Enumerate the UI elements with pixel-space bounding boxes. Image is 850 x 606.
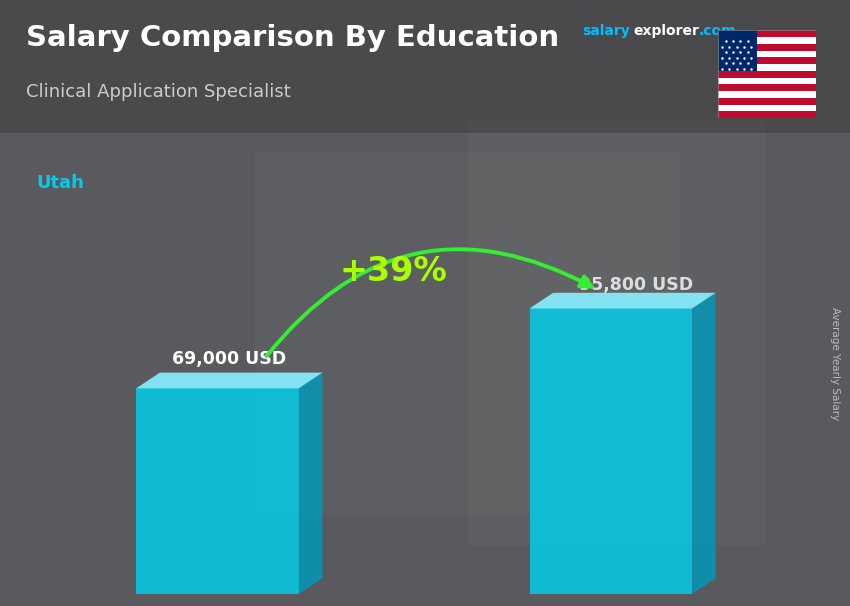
Bar (718, 91, 816, 98)
Text: 95,800 USD: 95,800 USD (579, 276, 693, 294)
FancyArrowPatch shape (266, 249, 592, 356)
Bar (718, 98, 816, 105)
Polygon shape (692, 293, 716, 594)
Text: Clinical Application Specialist: Clinical Application Specialist (26, 82, 290, 101)
Bar (136, 388, 299, 594)
Text: explorer: explorer (633, 24, 699, 38)
Bar (718, 50, 816, 58)
Polygon shape (136, 373, 322, 388)
Bar (718, 71, 816, 78)
Polygon shape (530, 293, 716, 308)
Text: +39%: +39% (339, 255, 447, 288)
Bar (718, 84, 816, 91)
Bar (718, 58, 816, 64)
Bar (718, 64, 816, 71)
Bar (718, 44, 816, 50)
Text: 69,000 USD: 69,000 USD (173, 350, 286, 368)
Bar (718, 105, 816, 112)
Bar (468, 121, 765, 545)
Bar (718, 37, 816, 44)
Polygon shape (299, 373, 322, 594)
Bar (718, 78, 816, 84)
Bar (255, 152, 680, 515)
Text: salary: salary (582, 24, 630, 38)
Bar (718, 30, 816, 37)
Text: Utah: Utah (37, 173, 84, 191)
Bar (718, 30, 757, 71)
Text: Salary Comparison By Education: Salary Comparison By Education (26, 24, 558, 52)
Bar (530, 308, 692, 594)
Text: .com: .com (699, 24, 736, 38)
Bar (718, 112, 816, 118)
Text: Average Yearly Salary: Average Yearly Salary (830, 307, 840, 420)
